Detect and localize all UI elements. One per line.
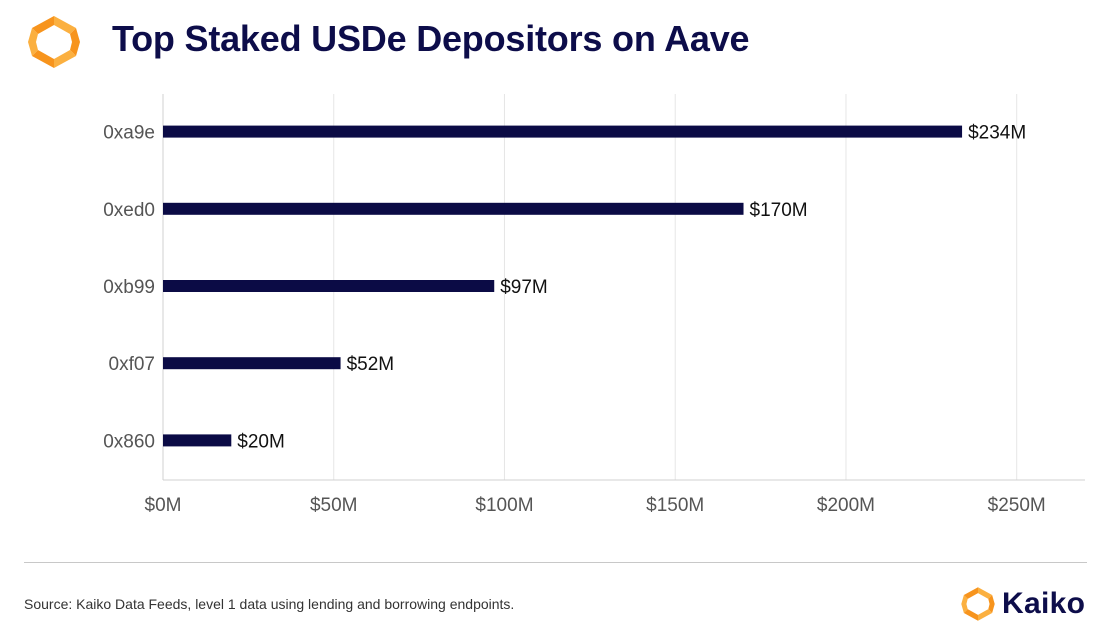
x-tick-label: $200M <box>817 495 875 516</box>
brand-name: Kaiko <box>1002 587 1086 620</box>
kaiko-brand-icon <box>961 587 995 621</box>
bar <box>163 434 232 447</box>
x-tick-label: $0M <box>145 495 182 516</box>
data-label: $52M <box>347 354 395 375</box>
y-category-label: 0xed0 <box>103 200 155 221</box>
bar <box>163 202 744 215</box>
page-title: Top Staked USDe Depositors on Aave <box>112 18 750 59</box>
y-category-label: 0x860 <box>103 431 155 452</box>
bar <box>163 280 495 292</box>
bar-chart: $0M $50M $100M $150M $200M $250M 0xa9e $234M 0xe… <box>103 94 1085 516</box>
y-category-label: 0xa9e <box>103 123 155 144</box>
data-label: $234M <box>968 123 1026 144</box>
bar <box>163 125 963 138</box>
kaiko-brand: Kaiko <box>960 584 1085 624</box>
data-label: $170M <box>750 200 808 221</box>
footer-divider <box>24 562 1087 563</box>
x-tick-label: $250M <box>988 495 1046 516</box>
y-category-label: 0xb99 <box>103 277 155 298</box>
x-tick-label: $50M <box>310 495 358 516</box>
kaiko-logo-icon <box>28 16 80 68</box>
data-label: $20M <box>237 431 285 452</box>
bar <box>163 357 341 370</box>
x-tick-label: $150M <box>646 495 704 516</box>
source-note: Source: Kaiko Data Feeds, level 1 data u… <box>24 596 515 612</box>
x-tick-label: $100M <box>475 495 533 516</box>
data-label: $97M <box>500 277 548 298</box>
y-category-label: 0xf07 <box>109 354 155 375</box>
